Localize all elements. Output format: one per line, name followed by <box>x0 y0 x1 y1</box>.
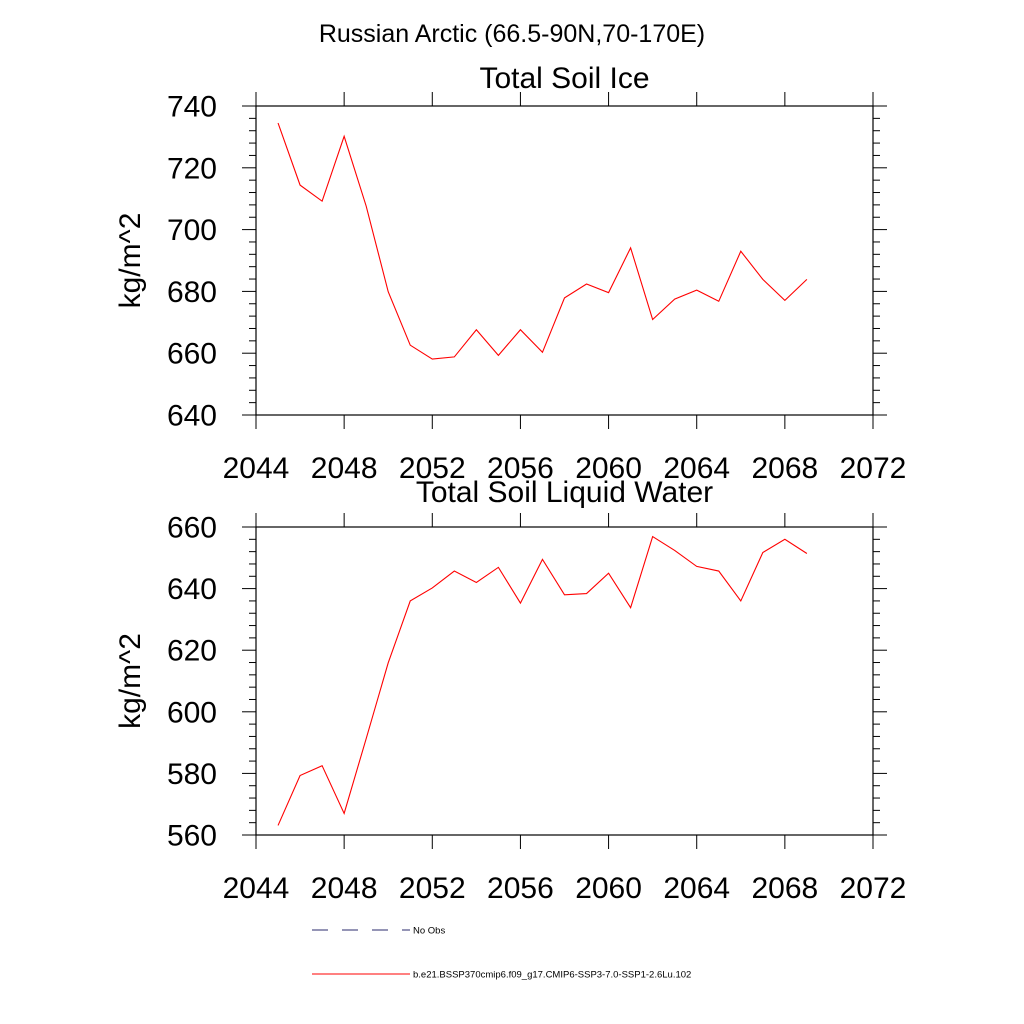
soil-ice-data-point <box>366 206 367 207</box>
x-tick-label: 2048 <box>311 452 378 485</box>
soil-liquid-water-data-point <box>322 765 323 766</box>
soil-ice-data-point <box>299 185 300 186</box>
soil-ice-data-point <box>630 247 631 248</box>
soil-ice-data-point <box>277 122 278 123</box>
soil-liquid-water-data-point <box>564 594 565 595</box>
soil-liquid-water-data-point <box>454 570 455 571</box>
y-axis-label: kg/m^2 <box>114 213 147 309</box>
soil-liquid-water-data-point <box>608 573 609 574</box>
y-tick-label: 740 <box>167 91 217 124</box>
soil-liquid-water-data-point <box>344 813 345 814</box>
soil-ice-data-point <box>344 136 345 137</box>
soil-ice-data-point <box>718 301 719 302</box>
soil-liquid-water-data-point <box>806 553 807 554</box>
y-tick-label: 640 <box>167 573 217 606</box>
soil-ice-panel: Total Soil Ice kg/m^2 640 660 680 700 720 740 20… <box>114 62 906 485</box>
soil-ice-data-point <box>410 345 411 346</box>
soil-ice-data-point <box>784 300 785 301</box>
soil-liquid-water-data-point <box>718 570 719 571</box>
x-tick-label: 2052 <box>399 452 466 485</box>
soil-ice-data-point <box>674 299 675 300</box>
x-tick-label: 2056 <box>487 872 554 905</box>
y-tick-label: 700 <box>167 214 217 247</box>
y-tick-label: 620 <box>167 635 217 668</box>
soil-ice-data-point <box>476 329 477 330</box>
legend-model-run-label: b.e21.BSSP370cmip6.f09_g17.CMIP6-SSP3-7.… <box>413 970 691 981</box>
y-tick-label: 660 <box>167 512 217 545</box>
legend-no-obs-label: No Obs <box>413 926 445 937</box>
x-tick-label: 2044 <box>223 452 290 485</box>
soil-ice-data-point <box>432 358 433 359</box>
x-tick-label: 2052 <box>399 872 466 905</box>
y-tick-label: 560 <box>167 820 217 853</box>
y-tick-label: 600 <box>167 696 217 729</box>
plot-frame <box>255 105 874 416</box>
soil-ice-data-point <box>542 352 543 353</box>
soil-liquid-water-data-point <box>674 550 675 551</box>
soil-liquid-water-data-point <box>410 600 411 601</box>
x-tick-label: 2064 <box>663 872 730 905</box>
y-tick-label: 580 <box>167 758 217 791</box>
soil-liquid-water-series-line <box>277 535 808 826</box>
soil-ice-data-point <box>740 251 741 252</box>
soil-liquid-water-data-point <box>784 539 785 540</box>
y-tick-label: 640 <box>167 400 217 433</box>
soil-liquid-water-data-point <box>762 552 763 553</box>
soil-liquid-water-data-point <box>586 593 587 594</box>
soil-liquid-water-data-point <box>476 582 477 583</box>
x-tick-label: 2056 <box>487 452 554 485</box>
x-tick-label: 2068 <box>751 872 818 905</box>
x-tick-label: 2064 <box>663 452 730 485</box>
soil-ice-data-point <box>652 319 653 320</box>
y-tick-label: 680 <box>167 276 217 309</box>
soil-liquid-water-data-point <box>520 602 521 603</box>
x-tick-label: 2044 <box>223 872 290 905</box>
soil-liquid-water-data-point <box>630 607 631 608</box>
panel-title: Total Soil Ice <box>479 62 649 95</box>
figure-title: Russian Arctic (66.5-90N,70-170E) <box>319 20 705 48</box>
y-tick-label: 720 <box>167 152 217 185</box>
panel-title: Total Soil Liquid Water <box>416 476 713 509</box>
x-tick-label: 2048 <box>311 872 378 905</box>
soil-liquid-water-data-point <box>388 662 389 663</box>
soil-liquid-water-data-point <box>366 738 367 739</box>
x-tick-label: 2072 <box>840 452 907 485</box>
soil-ice-data-point <box>498 355 499 356</box>
soil-ice-data-point <box>322 201 323 202</box>
soil-ice-data-point <box>608 292 609 293</box>
soil-liquid-water-panel: Total Soil Liquid Water kg/m^2 560 580 600 62… <box>114 476 906 905</box>
soil-liquid-water-data-point <box>299 775 300 776</box>
soil-ice-data-point <box>806 279 807 280</box>
soil-liquid-water-data-point <box>498 567 499 568</box>
soil-ice-data-point <box>586 283 587 284</box>
soil-ice-data-point <box>762 279 763 280</box>
soil-liquid-water-data-point <box>277 825 278 826</box>
x-tick-label: 2068 <box>751 452 818 485</box>
soil-liquid-water-data-point <box>542 559 543 560</box>
x-tick-label: 2060 <box>575 872 642 905</box>
soil-ice-data-point <box>696 290 697 291</box>
soil-ice-series-line <box>277 122 808 360</box>
soil-liquid-water-data-point <box>432 587 433 588</box>
plot-frame <box>255 526 874 836</box>
legend: No Obs b.e21.BSSP370cmip6.f09_g17.CMIP6-… <box>312 926 691 981</box>
soil-ice-data-point <box>564 297 565 298</box>
soil-ice-data-point <box>454 356 455 357</box>
y-axis-label: kg/m^2 <box>114 633 147 729</box>
y-tick-label: 660 <box>167 338 217 371</box>
soil-liquid-water-data-point <box>740 600 741 601</box>
x-tick-label: 2060 <box>575 452 642 485</box>
soil-ice-data-point <box>388 291 389 292</box>
soil-liquid-water-data-point <box>696 566 697 567</box>
x-tick-label: 2072 <box>840 872 907 905</box>
soil-liquid-water-data-point <box>652 536 653 537</box>
soil-ice-data-point <box>520 329 521 330</box>
